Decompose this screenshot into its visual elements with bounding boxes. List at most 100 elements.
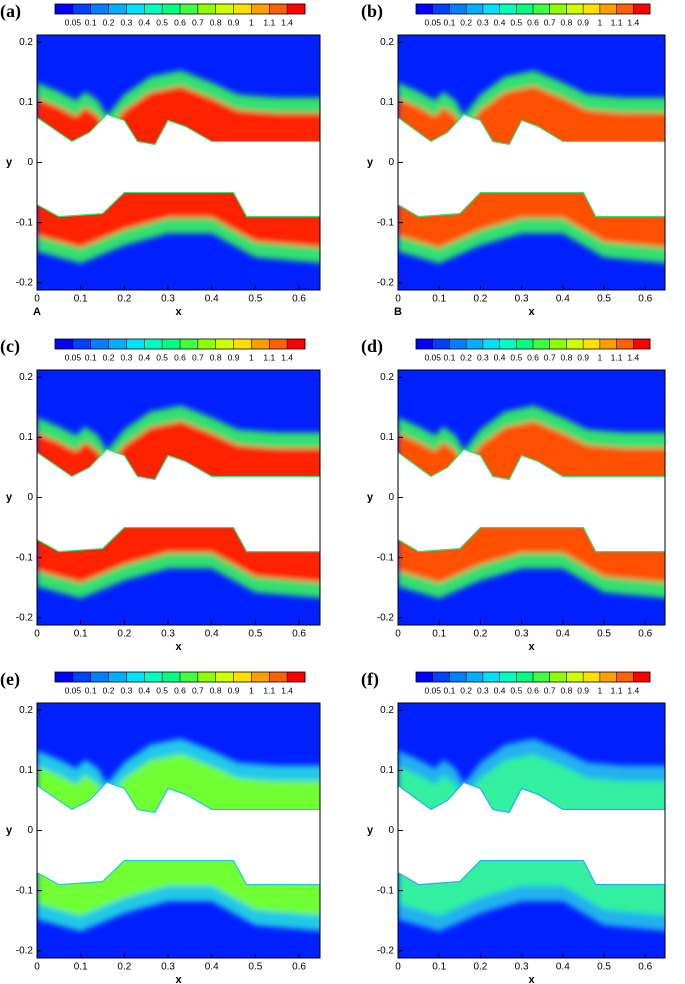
y-tick-label: -0.2: [16, 612, 34, 623]
plot-area: [37, 370, 320, 625]
y-tick-label: 0.2: [380, 37, 394, 48]
y-tick-label: -0.2: [377, 945, 395, 956]
colorbar-swatch: [233, 4, 252, 14]
colorbar-swatch: [162, 672, 181, 682]
colorbar-tick-label: 0.6: [174, 17, 186, 27]
colorbar-swatch: [416, 4, 434, 14]
solid-gap: [398, 113, 665, 218]
x-tick-label: 0.4: [556, 294, 570, 305]
x-axis-label: x: [528, 306, 535, 318]
y-tick-label: 0.2: [380, 372, 394, 383]
colorbar-swatch: [566, 672, 584, 682]
y-tick-label: -0.1: [377, 217, 395, 228]
y-tick-label: -0.2: [16, 945, 34, 956]
colorbar-swatch: [583, 4, 601, 14]
x-tick-label: 0.3: [161, 294, 175, 305]
x-tick-label: 0: [395, 294, 401, 305]
colorbar-swatch: [466, 339, 484, 349]
plot-area: [398, 35, 665, 290]
panel-label: (c): [0, 336, 20, 357]
colorbar-tick-label: 0.3: [477, 685, 489, 695]
x-tick-label: 0.1: [74, 294, 88, 305]
colorbar-swatch: [616, 4, 634, 14]
field: [37, 703, 320, 958]
colorbar-tick-label: 0.4: [138, 17, 150, 27]
y-tick-label: -0.2: [377, 277, 395, 288]
panel-label: (a): [0, 1, 21, 22]
x-axis-label: x: [175, 306, 182, 318]
y-tick-label: 0.1: [19, 765, 33, 776]
colorbar-tick-label: 1.1: [611, 352, 623, 362]
colorbar-swatch: [583, 339, 601, 349]
colorbar-tick-label: 1.4: [281, 352, 293, 362]
x-tick-label: 0: [34, 629, 40, 640]
colorbar-tick-label: 0.05: [65, 352, 82, 362]
colorbar-swatch: [126, 672, 145, 682]
colorbar-swatch: [144, 672, 163, 682]
y-tick-label: -0.1: [16, 885, 34, 896]
x-tick-label: 0.4: [205, 629, 219, 640]
x-tick-label: 0.6: [638, 294, 652, 305]
colorbar-swatch: [180, 4, 199, 14]
y-axis-label: y: [6, 491, 13, 503]
field: [398, 35, 665, 290]
colorbar-tick-label: 1.4: [627, 685, 639, 695]
colorbar-tick-label: 0.6: [174, 685, 186, 695]
colorbar-swatch: [126, 339, 145, 349]
colorbar-tick-label: 0.5: [156, 17, 168, 27]
y-tick-label: -0.2: [377, 612, 395, 623]
colorbar-swatch: [449, 339, 467, 349]
field: [37, 35, 320, 290]
colorbar-tick-label: 0.4: [494, 685, 506, 695]
x-tick-label: 0.1: [74, 962, 88, 973]
panel-label: (d): [361, 336, 383, 357]
colorbar-swatch: [90, 4, 109, 14]
colorbar-swatch: [516, 339, 534, 349]
x-tick-label: 0.3: [515, 629, 529, 640]
x-tick-label: 0.6: [292, 629, 306, 640]
x-tick-label: 0.5: [248, 629, 262, 640]
colorbar-swatch: [269, 672, 288, 682]
colorbar-tick-label: 0.9: [577, 685, 589, 695]
colorbar-swatch: [583, 672, 601, 682]
colorbar-swatch: [566, 339, 584, 349]
x-tick-label: 0.3: [515, 294, 529, 305]
colorbar-tick-label: 1.1: [611, 17, 623, 27]
plot-area: [398, 370, 665, 625]
colorbar-swatch: [633, 672, 651, 682]
y-tick-label: -0.1: [377, 552, 395, 563]
y-axis-label: y: [367, 156, 374, 168]
colorbar-tick-label: 0.5: [510, 17, 522, 27]
colorbar-swatch: [215, 339, 234, 349]
colorbar-swatch: [633, 4, 651, 14]
colorbar-swatch: [162, 4, 181, 14]
colorbar-swatch: [251, 672, 270, 682]
colorbar-swatch: [55, 672, 74, 682]
panel-label: (b): [361, 1, 383, 22]
x-tick-label: 0.2: [117, 629, 131, 640]
colorbar-tick-label: 1: [597, 685, 602, 695]
plot-area: [37, 35, 320, 290]
y-axis-label: y: [367, 824, 374, 836]
x-tick-label: 0.6: [638, 629, 652, 640]
x-tick-label: 0.3: [161, 962, 175, 973]
colorbar-tick-label: 0.3: [121, 685, 133, 695]
x-tick-label: 0.1: [74, 629, 88, 640]
colorbar-tick-label: 0.7: [192, 17, 204, 27]
y-tick-label: 0.2: [19, 37, 33, 48]
colorbar-tick-label: 0.05: [424, 685, 441, 695]
colorbar-swatch: [432, 4, 450, 14]
y-tick-label: 0: [388, 492, 394, 503]
colorbar-swatch: [251, 4, 270, 14]
x-tick-label: 0: [395, 962, 401, 973]
colorbar-tick-label: 0.8: [210, 352, 222, 362]
colorbar-swatch: [269, 4, 288, 14]
colorbar-swatch: [126, 4, 145, 14]
x-tick-label: 0.5: [597, 962, 611, 973]
y-tick-label: 0.2: [380, 705, 394, 716]
colorbar-swatch: [72, 4, 92, 14]
colorbar-tick-label: 1: [249, 17, 254, 27]
colorbar-tick-label: 0.2: [460, 685, 472, 695]
colorbar-swatch: [482, 672, 500, 682]
